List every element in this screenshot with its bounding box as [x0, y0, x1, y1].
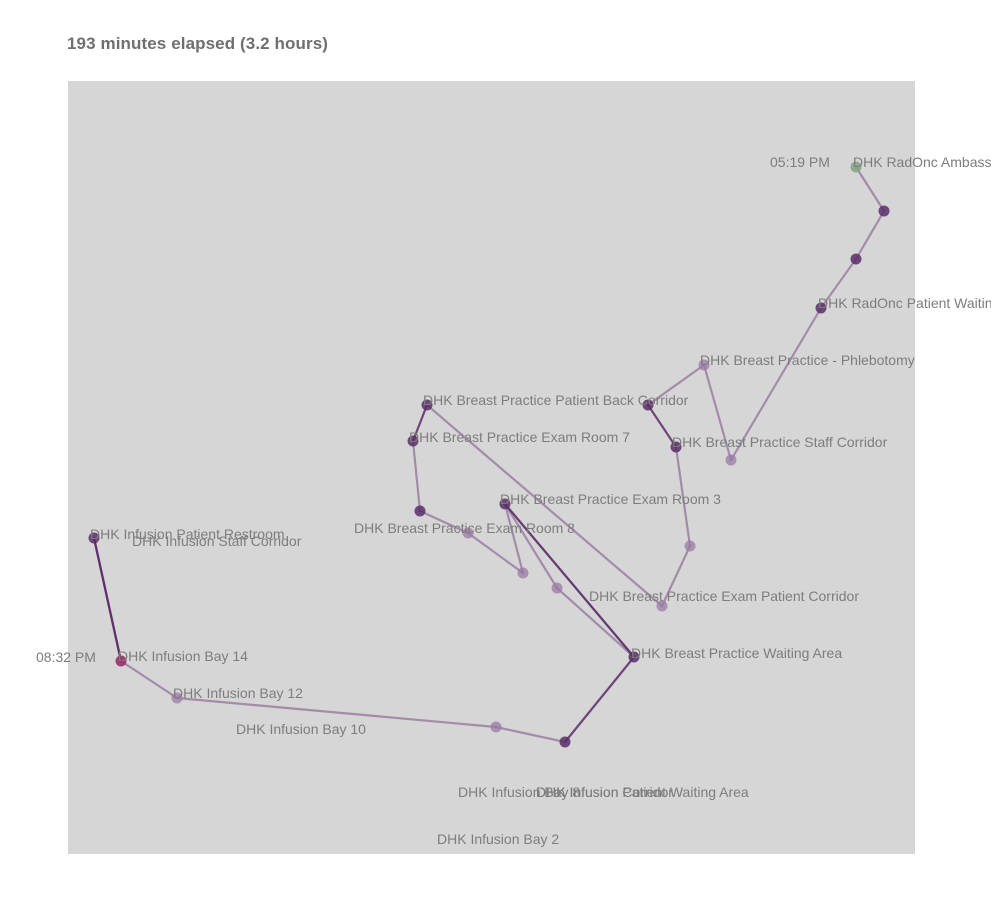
- path-node[interactable]: [421, 399, 433, 411]
- path-edge: [660, 544, 692, 608]
- path-node[interactable]: [656, 600, 668, 612]
- path-node[interactable]: [407, 435, 419, 447]
- path-edge: [92, 536, 123, 663]
- location-label: DHK Infusion Bay 8: [458, 784, 580, 800]
- path-node[interactable]: [551, 582, 563, 594]
- path-edge: [674, 445, 692, 548]
- path-node[interactable]: [642, 399, 654, 411]
- path-node[interactable]: [414, 505, 426, 517]
- path-edge: [503, 502, 525, 575]
- path-node[interactable]: [878, 205, 890, 217]
- path-node[interactable]: [517, 567, 529, 579]
- path-edge: [555, 586, 636, 659]
- location-label: DHK Infusion Patient Restroom: [90, 526, 285, 542]
- path-edge: [854, 165, 886, 213]
- end-node[interactable]: [115, 655, 127, 667]
- path-node[interactable]: [490, 721, 502, 733]
- path-edge: [819, 257, 858, 310]
- path-node[interactable]: [171, 692, 183, 704]
- location-label: DHK Breast Practice Exam Room 3: [500, 491, 721, 507]
- path-edge: [494, 725, 567, 744]
- path-node[interactable]: [850, 253, 862, 265]
- location-label: DHK Infusion Corridor: [536, 784, 673, 800]
- path-node[interactable]: [88, 532, 100, 544]
- location-label: DHK Breast Practice Exam Room 8: [354, 520, 575, 536]
- location-label: DHK Infusion Bay 14: [118, 648, 248, 664]
- location-label: DHK Infusion Bay 2: [437, 831, 559, 847]
- path-node[interactable]: [628, 651, 640, 663]
- location-label: DHK Infusion Bay 12: [173, 685, 303, 701]
- location-label: DHK Breast Practice Staff Corridor: [672, 434, 888, 450]
- path-edge: [563, 655, 636, 744]
- path-edges: [92, 165, 886, 744]
- path-edge: [425, 403, 664, 608]
- path-node[interactable]: [698, 359, 710, 371]
- path-edge: [411, 403, 429, 443]
- path-edge: [411, 439, 422, 513]
- location-label: DHK Breast Practice Exam Room 7: [409, 429, 630, 445]
- path-nodes: [88, 161, 890, 748]
- path-node[interactable]: [559, 736, 571, 748]
- path-node[interactable]: [684, 540, 696, 552]
- location-label: DHK RadOnc Patient Waitin: [818, 295, 991, 311]
- path-edge: [466, 531, 525, 575]
- location-label: DHK Infusion Bay 10: [236, 721, 366, 737]
- path-edge: [646, 363, 706, 407]
- path-node[interactable]: [462, 527, 474, 539]
- location-label: DHK Infusion Staff Corridor: [132, 533, 302, 549]
- location-label: DHK RadOnc Ambass: [853, 154, 991, 170]
- path-edge: [119, 659, 179, 700]
- path-edge: [646, 403, 678, 449]
- location-label: DHK Breast Practice Waiting Area: [631, 645, 842, 661]
- path-node[interactable]: [815, 302, 827, 314]
- location-label: DHK Infusion Patient Waiting Area: [536, 784, 749, 800]
- path-node[interactable]: [499, 498, 511, 510]
- start-time-label: 05:19 PM: [770, 154, 830, 170]
- path-node[interactable]: [725, 454, 737, 466]
- diagram-panel: [68, 81, 915, 854]
- path-edge: [729, 306, 823, 462]
- location-label: DHK Breast Practice Exam Patient Corrido…: [589, 588, 859, 604]
- path-edge: [418, 509, 470, 535]
- location-label: DHK Breast Practice - Phlebotomy: [700, 352, 915, 368]
- start-node[interactable]: [850, 161, 862, 173]
- path-node[interactable]: [670, 441, 682, 453]
- path-edge: [503, 502, 559, 590]
- path-edge: [503, 502, 636, 659]
- location-label: DHK Breast Practice Patient Back Corrido…: [423, 392, 689, 408]
- end-time-label: 08:32 PM: [36, 649, 96, 665]
- path-edge: [702, 363, 733, 462]
- path-edge: [175, 696, 498, 729]
- path-edge: [854, 209, 886, 261]
- page-title: 193 minutes elapsed (3.2 hours): [67, 34, 329, 53]
- location-labels: DHK RadOnc Ambass DHK RadOnc Patient Wait…: [90, 154, 991, 847]
